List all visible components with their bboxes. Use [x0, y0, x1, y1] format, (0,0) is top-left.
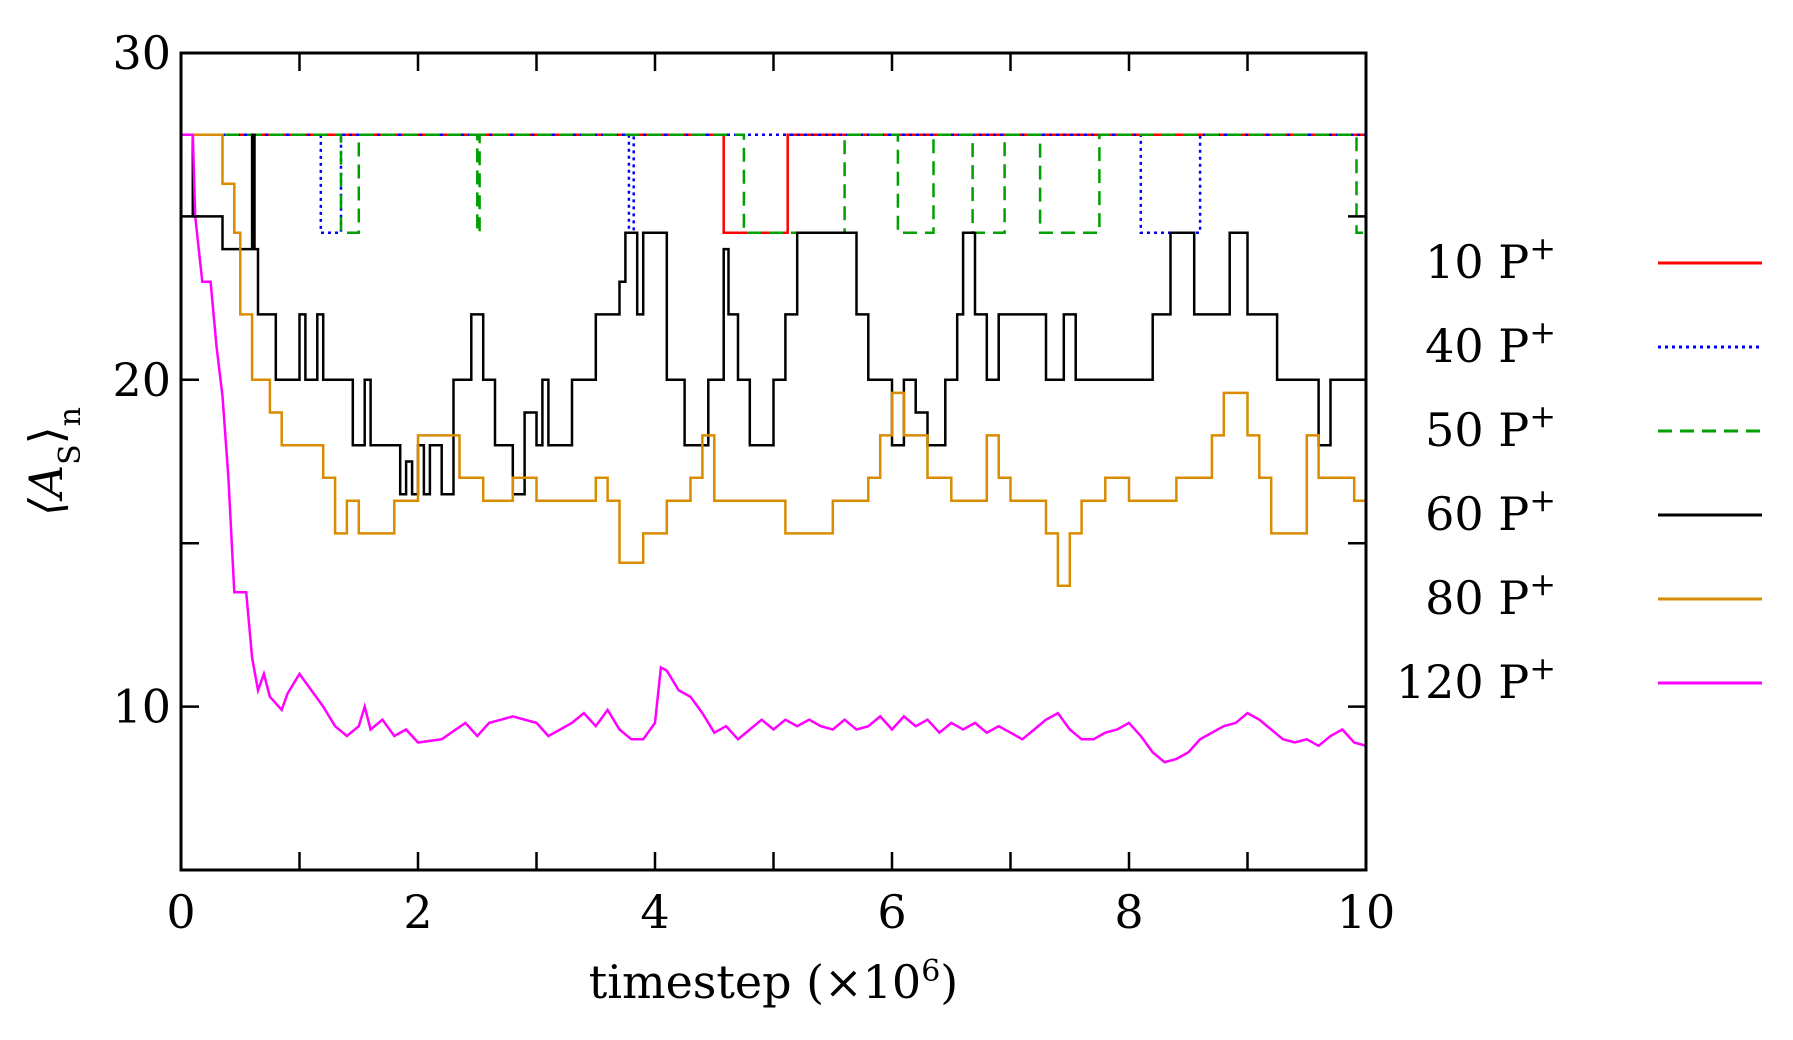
y-tick-label: 20: [112, 353, 171, 407]
x-tick-label: 8: [1114, 885, 1143, 939]
legend: 10 P+ 40 P+ 50 P+ 60 P+ 80 P+ 120 P+: [1396, 229, 1762, 709]
series-line-4: [181, 133, 1366, 587]
legend-label: 60 P+: [1425, 481, 1556, 541]
series-line-3: [181, 133, 1366, 496]
series-line-2: [181, 133, 1366, 234]
y-tick-label: 10: [112, 680, 171, 734]
x-tick-label: 10: [1337, 885, 1396, 939]
y-axis-title-main: ⟨A: [19, 465, 73, 516]
y-axis-title-sub1: S: [53, 444, 88, 465]
y-axis-title-close: ⟩: [19, 426, 73, 444]
legend-label: 40 P+: [1425, 313, 1556, 373]
x-tick-label: 2: [403, 885, 432, 939]
ticks-layer: 0 2 4 6 8 10 10 20 30: [112, 26, 1395, 939]
legend-label: 120 P+: [1396, 649, 1556, 709]
x-tick-label: 0: [166, 885, 195, 939]
x-axis-title: timestep (×106): [589, 954, 959, 1010]
legend-label: 10 P+: [1425, 229, 1556, 289]
series-layer: [181, 133, 1367, 764]
legend-label: 50 P+: [1425, 397, 1556, 457]
x-axis-title-exp: 6: [921, 954, 940, 989]
legend-label: 80 P+: [1425, 565, 1556, 625]
x-axis-title-main: timestep (×10: [589, 955, 921, 1009]
x-tick-label: 6: [877, 885, 906, 939]
y-tick-label: 30: [112, 26, 171, 80]
y-axis-title-sub2: n: [53, 407, 88, 426]
x-tick-label: 4: [640, 885, 669, 939]
y-axis-title: ⟨AS⟩n: [19, 407, 88, 516]
x-axis-title-close: ): [940, 955, 958, 1009]
series-line-5: [181, 133, 1367, 764]
